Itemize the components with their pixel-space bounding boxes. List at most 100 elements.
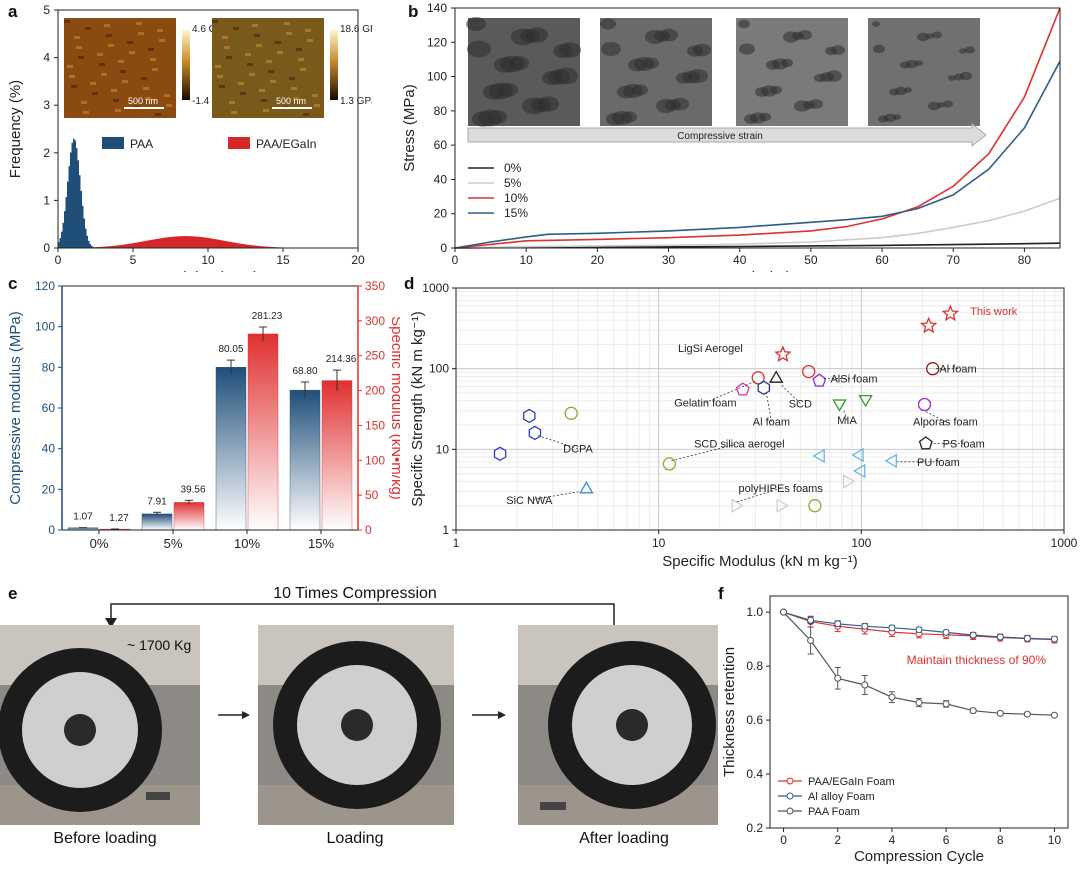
hist-bar-paaegain [127,244,129,248]
hist-bar-paaegain [182,236,184,248]
hist-bar-paa [89,243,91,248]
curve-5pct [454,197,1061,249]
hist-bar-paaegain [230,242,232,248]
x-tick-label: 60 [875,253,889,267]
marker-circle [917,397,932,412]
hist-bar-paaegain [110,246,112,248]
hist-bar-paaegain [122,244,124,248]
y-tick-label: 120 [427,35,447,49]
hist-bar-paaegain [257,245,259,248]
legend-label: 10% [504,191,528,205]
panel-label-c: c [8,274,18,293]
x-tick-label: 10 [652,536,666,550]
legend-marker [786,807,794,815]
data-point [996,633,1004,641]
data-point [1050,635,1058,643]
scatter-point [918,436,933,450]
bar-value-label: 1.07 [73,512,93,523]
sem-pore [632,84,648,96]
x-tick-label: 5% [164,536,183,551]
y-axis-label: Stress (MPa) [401,84,418,172]
marker-hexagon [493,446,507,462]
sem-pore [926,33,934,39]
curve-15pct [454,60,1061,249]
sem-pore [809,99,823,109]
afm-texture [74,36,80,39]
hist-bar-paaegain [131,243,133,248]
afm-texture [229,101,235,104]
strain-arrow [467,122,987,148]
hist-bar-paaegain [214,239,216,248]
chart-d-ashby-plot: 1 10 100 1000 1 10 100 1000 Specific Modulus (kN… [409,281,1078,570]
hist-bar-paa [80,191,82,248]
afm-texture [268,70,274,73]
hist-bar-paaegain [170,236,172,248]
hist-bar-paaegain [155,239,157,248]
y-right-tick-label: 200 [365,384,385,398]
panel-label-b: b [408,2,419,21]
hist-bar-paaegain [271,246,273,248]
hist-bar-paaegain [143,241,145,248]
afm-texture [263,109,269,112]
afm-texture [293,97,299,100]
y-tick-label: 80 [42,360,56,374]
data-point [1023,634,1031,642]
afm-texture [245,53,251,56]
scatter-point [662,457,677,471]
afm-texture [286,32,292,35]
scatter-point [776,498,789,513]
hist-bar-paaegain [188,236,190,248]
annotation-label: MIA [837,415,857,427]
hist-bar-paaegain [241,243,243,248]
annotation-label: AlSi foam [830,373,877,385]
x-tick-label: 6 [943,833,950,847]
hist-bar-paaegain [140,241,142,248]
afm-texture [291,87,297,90]
plot-frame [455,287,1065,531]
annotation-label: SCD [789,398,812,410]
hist-bar-paaegain [161,238,163,248]
chart-b-stress-strain: Compressive strain 0 10 20 30 40 50 60 70 80 0 20 40… [401,1,1061,272]
sem-pore [932,31,942,39]
afm-texture [289,77,295,80]
afm-texture [307,39,313,42]
scatter-point [493,446,507,462]
y-right-tick-label: 50 [365,488,379,502]
hist-bar-paa [74,140,76,248]
colorbar-max: 18.6 GPa [340,24,372,35]
load-label: ~ 1700 Kg [127,637,191,653]
scatter-point [564,406,578,420]
afm-texture [155,113,161,116]
hist-bar-paaegain [118,245,120,248]
scatter-point [851,447,864,463]
y-tick-label: 0.2 [746,821,763,835]
x-tick-label: 15 [276,253,290,267]
marker-hexagon [757,380,771,396]
hist-bar-paaegain [133,243,135,248]
hist-bar-paaegain [218,239,220,248]
panel-label-f: f [718,584,724,603]
hist-bar-paaegain [236,243,238,248]
marker-star [919,316,938,334]
afm-texture [71,85,77,88]
sem-pore [487,110,507,124]
marker-triangle-up [768,370,784,383]
annotation-label: This work [970,306,1018,318]
afm-texture [104,24,110,27]
marker-circle [802,364,816,379]
afm-texture [256,44,262,47]
hist-bar-paaegain [190,236,192,248]
x-tick-label: 10 [201,253,215,267]
sem-pore [770,85,782,95]
sem-pore [621,111,637,123]
y-right-tick-label: 0 [365,523,372,537]
bar-specific-modulus [321,380,353,531]
sem-pore [915,60,923,66]
sem-pore [965,46,975,54]
hist-bar-paaegain [197,236,199,248]
hist-bar-paaegain [263,246,265,248]
hist-bar-paaegain [233,242,235,248]
photo-before-loading: ~ 1700 Kg [0,625,200,825]
marker-triangle-right [731,498,744,513]
hist-bar-paaegain [238,243,240,248]
